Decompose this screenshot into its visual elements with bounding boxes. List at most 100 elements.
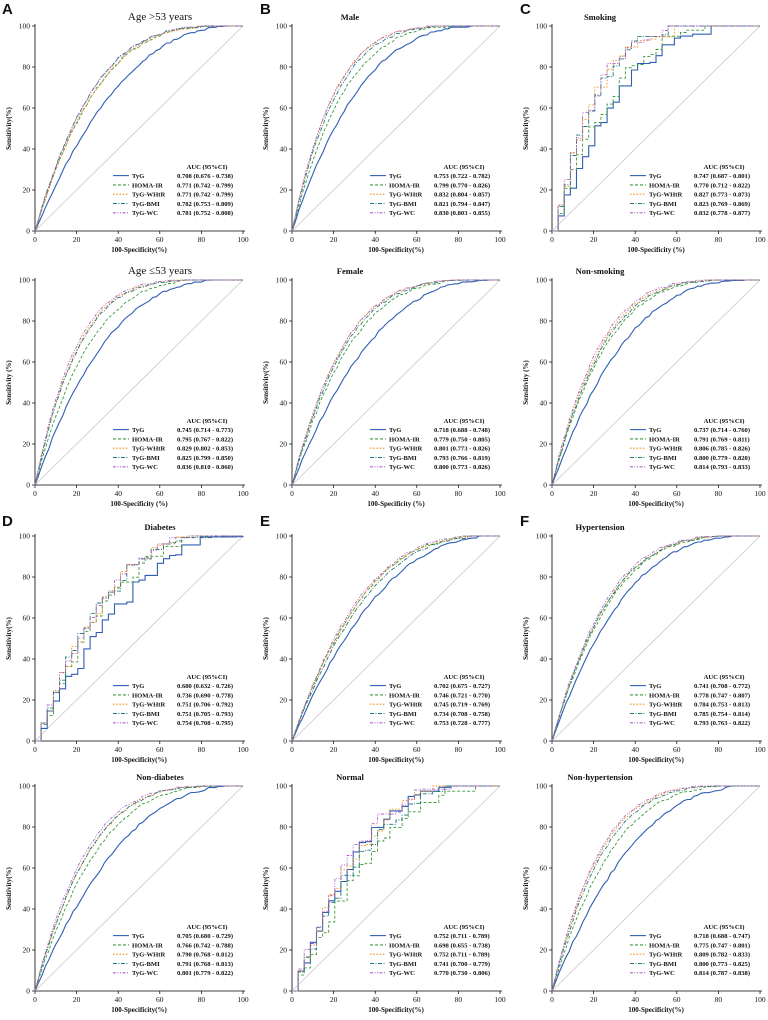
roc-curve-tyg-wc bbox=[291, 535, 500, 742]
x-tick-label: 20 bbox=[73, 745, 81, 754]
x-tick-label: 60 bbox=[156, 995, 164, 1004]
x-axis-label: 100-Specificity (%) bbox=[367, 500, 425, 508]
legend: AUC (95%CI) TyG 0.741 (0.708 - 0.772) HOMA-… bbox=[630, 674, 750, 727]
x-tick-label: 80 bbox=[455, 995, 463, 1004]
roc-panel-4: Age ≤53 years 0 20 40 60 80 100 0 20 40 60 80 100 100… bbox=[5, 265, 249, 508]
legend-auc-value: 0.745 (0.714 - 0.773) bbox=[177, 427, 233, 434]
y-tick-label: 100 bbox=[19, 276, 31, 285]
y-tick-label: 60 bbox=[540, 864, 548, 873]
roc-curve-tyg-bmi bbox=[291, 25, 500, 232]
y-tick-label: 0 bbox=[26, 987, 30, 996]
legend-series-name: TyG-BMI bbox=[389, 961, 417, 968]
y-tick-label: 40 bbox=[540, 399, 548, 408]
y-tick-label: 80 bbox=[23, 573, 31, 582]
y-tick-label: 40 bbox=[280, 145, 288, 154]
x-tick-label: 60 bbox=[156, 745, 164, 754]
x-tick-label: 80 bbox=[198, 235, 206, 244]
legend-series-name: TyG-WHtR bbox=[389, 446, 422, 453]
legend-series-name: TyG bbox=[132, 683, 144, 690]
legend-series-name: TyG-WHtR bbox=[389, 702, 422, 709]
legend-series-name: HOMA-IR bbox=[389, 692, 420, 699]
y-tick-label: 20 bbox=[540, 946, 548, 955]
roc-curve-tyg bbox=[551, 279, 760, 486]
reference-diagonal bbox=[291, 25, 501, 232]
y-tick-label: 100 bbox=[536, 782, 548, 791]
x-tick-label: 0 bbox=[550, 235, 554, 244]
legend: AUC (95%CI) TyG 0.680 (0.632 - 0.726) HOMA-… bbox=[113, 674, 233, 727]
y-tick-label: 0 bbox=[283, 481, 287, 490]
legend-auc-value: 0.814 (0.793 - 0.833) bbox=[694, 464, 750, 471]
legend-series-name: TyG-WHtR bbox=[649, 702, 682, 709]
legend-auc-value: 0.830 (0.803 - 0.855) bbox=[434, 210, 490, 217]
panel-letter-b: B bbox=[260, 1, 271, 18]
x-tick-label: 60 bbox=[673, 995, 681, 1004]
x-tick-label: 100 bbox=[237, 235, 249, 244]
y-tick-label: 80 bbox=[280, 317, 288, 326]
legend: AUC (95%CI) TyG 0.737 (0.714 - 0.760) HOMA-… bbox=[630, 418, 750, 471]
legend-series-name: TyG bbox=[132, 933, 144, 940]
x-tick-label: 100 bbox=[237, 745, 249, 754]
legend-auc-value: 0.793 (0.763 - 0.822) bbox=[694, 720, 750, 727]
x-tick-label: 40 bbox=[114, 995, 122, 1004]
y-tick-label: 40 bbox=[23, 905, 31, 914]
roc-curve-homa-ir bbox=[34, 25, 243, 232]
legend-series-name: TyG bbox=[649, 683, 661, 690]
x-tick-label: 100 bbox=[494, 489, 506, 498]
reference-diagonal bbox=[551, 279, 761, 486]
legend-auc-value: 0.751 (0.705 - 0.793) bbox=[177, 711, 233, 718]
roc-panel-11: Normal 0 20 40 60 80 100 0 20 40 60 80 100 100-Specif… bbox=[262, 772, 506, 1014]
legend-series-name: HOMA-IR bbox=[389, 942, 420, 949]
x-axis-label: 100-Specificity(%) bbox=[628, 500, 684, 508]
y-tick-label: 80 bbox=[540, 573, 548, 582]
x-tick-label: 80 bbox=[455, 489, 463, 498]
x-tick-label: 100 bbox=[754, 489, 766, 498]
x-tick-label: 20 bbox=[73, 489, 81, 498]
reference-diagonal bbox=[291, 279, 501, 486]
legend-series-name: TyG-WC bbox=[649, 464, 675, 471]
x-tick-label: 20 bbox=[590, 235, 598, 244]
reference-diagonal bbox=[551, 785, 761, 992]
legend: AUC (95%CI) TyG 0.718 (0.688 - 0.748) HOMA-… bbox=[370, 418, 490, 471]
legend-series-name: TyG-WHtR bbox=[132, 192, 165, 199]
legend-auc-value: 0.746 (0.721 - 0.770) bbox=[434, 692, 490, 699]
roc-panel-3: Smoking 0 20 40 60 80 100 0 20 40 60 80 100 100-Speci… bbox=[522, 12, 766, 254]
y-axis-label: Sensitivity (%) bbox=[522, 360, 530, 405]
roc-curve-tyg bbox=[551, 785, 760, 992]
y-tick-label: 40 bbox=[280, 905, 288, 914]
legend-series-name: TyG-WC bbox=[649, 970, 675, 977]
panel-title: Non-smoking bbox=[576, 266, 625, 276]
legend-auc-value: 0.754 (0.708 - 0.795) bbox=[177, 720, 233, 727]
roc-curve-tyg bbox=[35, 536, 244, 742]
legend-auc-value: 0.741 (0.708 - 0.772) bbox=[694, 683, 750, 690]
x-axis-label: 100-Specificity (%) bbox=[627, 246, 685, 254]
roc-panel-1: Age >53 years 0 20 40 60 80 100 0 20 40 60 80 100 100… bbox=[5, 11, 249, 254]
legend-series-name: TyG-WHtR bbox=[649, 192, 682, 199]
legend-series-name: TyG-BMI bbox=[649, 455, 677, 462]
roc-curve-tyg-wc bbox=[34, 785, 243, 992]
y-tick-label: 40 bbox=[23, 399, 31, 408]
legend-auc-value: 0.782 (0.753 - 0.809) bbox=[177, 201, 233, 208]
x-tick-label: 0 bbox=[290, 235, 294, 244]
y-tick-label: 40 bbox=[280, 655, 288, 664]
legend-series-name: TyG-WHtR bbox=[132, 446, 165, 453]
legend-series-name: TyG-WHtR bbox=[132, 702, 165, 709]
roc-curve-tyg-bmi bbox=[551, 785, 760, 992]
legend-header: AUC (95%CI) bbox=[704, 924, 745, 931]
x-tick-label: 100 bbox=[754, 995, 766, 1004]
panel-title: Non-diabetes bbox=[136, 772, 184, 782]
x-tick-label: 60 bbox=[156, 489, 164, 498]
roc-curve-tyg-bmi bbox=[34, 785, 243, 992]
legend-auc-value: 0.836 (0.810 - 0.860) bbox=[177, 464, 233, 471]
roc-curve-tyg-wc bbox=[551, 785, 760, 992]
panel-title: Diabetes bbox=[144, 522, 176, 532]
y-axis-label: Sensitivity(%) bbox=[522, 866, 530, 909]
x-tick-label: 60 bbox=[413, 235, 421, 244]
legend-auc-value: 0.718 (0.688 - 0.748) bbox=[434, 427, 490, 434]
y-tick-label: 60 bbox=[540, 104, 548, 113]
legend-series-name: TyG-BMI bbox=[649, 711, 677, 718]
roc-curve-tyg-wc bbox=[34, 25, 243, 232]
legend-series-name: HOMA-IR bbox=[132, 436, 163, 443]
legend-series-name: HOMA-IR bbox=[649, 436, 680, 443]
y-tick-label: 60 bbox=[23, 864, 31, 873]
legend-series-name: TyG-WC bbox=[132, 720, 158, 727]
